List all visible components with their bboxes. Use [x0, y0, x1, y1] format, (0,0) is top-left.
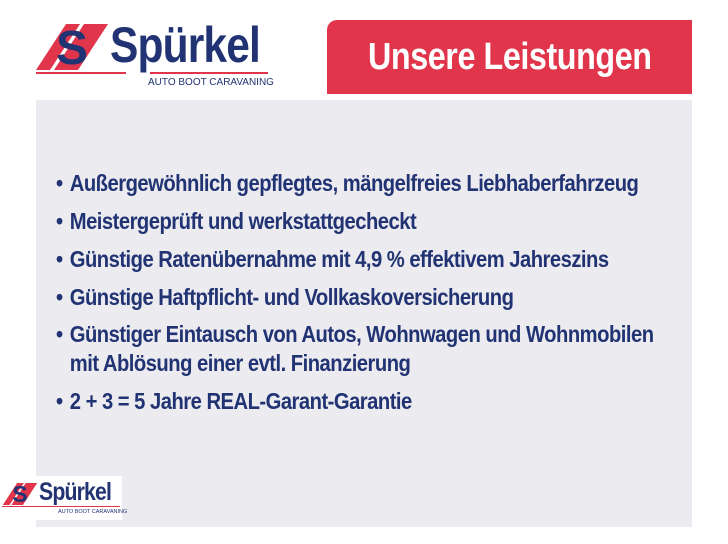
- list-item-line: Günstiger Eintausch von Autos, Wohnwagen…: [69, 321, 654, 347]
- brand-name: Spürkel: [110, 17, 261, 73]
- brand-name: Spürkel: [39, 478, 112, 506]
- divider: [150, 72, 268, 74]
- divider: [2, 506, 120, 507]
- list-item: 2 + 3 = 5 Jahre REAL-Garant-Garantie: [56, 386, 654, 416]
- divider: [36, 72, 126, 74]
- spuerkel-watermark-logo: S Spürkel AUTO BOOT CARAVANING: [2, 478, 127, 518]
- page-title-banner: Unsere Leistungen: [327, 20, 692, 94]
- s-logo-mark-icon: S: [36, 24, 108, 70]
- brand-tagline: AUTO BOOT CARAVANING: [148, 77, 274, 88]
- list-item: Günstige Haftpflicht- und Vollkaskoversi…: [56, 282, 654, 312]
- list-item: Meistergeprüft und werkstattgecheckt: [56, 206, 654, 236]
- list-item-line: mit Ablösung einer evtl. Finanzierung: [69, 350, 411, 376]
- svg-text:S: S: [56, 24, 88, 70]
- svg-text:S: S: [12, 483, 27, 505]
- services-list: Außergewöhnlich gepflegtes, mängelfreies…: [56, 168, 728, 424]
- list-item: Außergewöhnlich gepflegtes, mängelfreies…: [56, 168, 654, 198]
- list-item: Günstiger Eintausch von Autos, Wohnwagen…: [56, 320, 654, 378]
- spuerkel-logo: S Spürkel AUTO BOOT CARAVANING: [36, 17, 274, 90]
- list-item: Günstige Ratenübernahme mit 4,9 % effekt…: [56, 244, 654, 274]
- s-logo-mark-icon: S: [2, 483, 38, 505]
- brand-tagline: AUTO BOOT CARAVANING: [58, 509, 128, 515]
- page-title: Unsere Leistungen: [367, 35, 652, 78]
